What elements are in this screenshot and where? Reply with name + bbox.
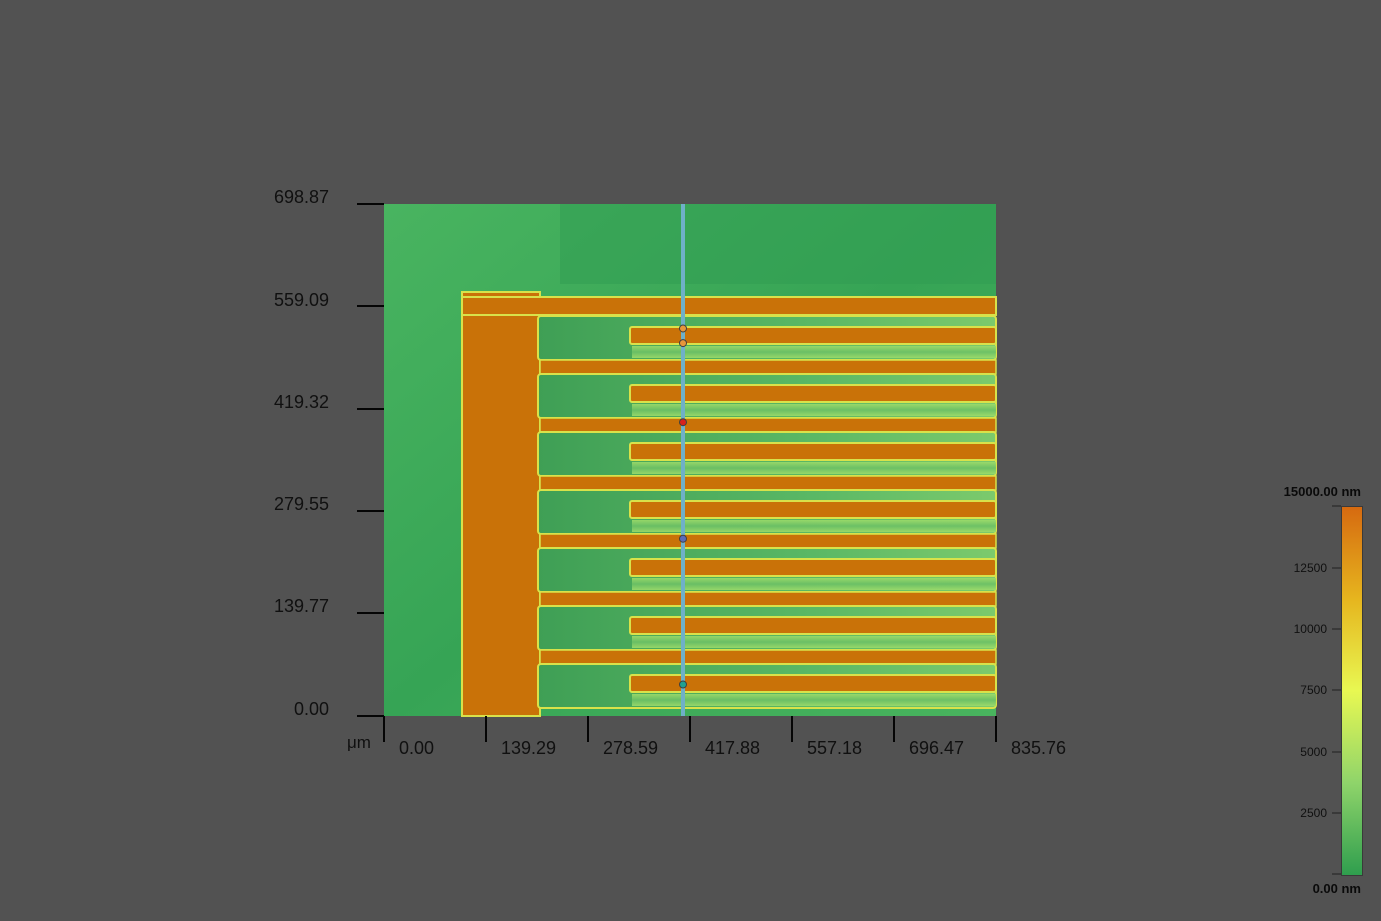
profile-line-group[interactable] <box>679 204 687 716</box>
bus-finger-4 <box>539 591 997 607</box>
finger-gap-2 <box>632 462 996 474</box>
color-scale-tick-10000: 10000 <box>1293 622 1327 636</box>
finger-gap-3 <box>632 520 996 532</box>
finger-gap-5 <box>632 636 996 648</box>
x-tick-label-2: 278.59 <box>603 738 659 758</box>
y-tick-label-3: 419.32 <box>273 392 329 412</box>
height-map-image <box>384 204 997 717</box>
x-tick-label-0: 0.00 <box>399 738 435 758</box>
color-scale-ticks <box>1332 505 1341 875</box>
color-scale-bar <box>1341 506 1363 876</box>
electrode-top-bus <box>461 296 997 316</box>
y-tick-label-0: 0.00 <box>293 699 329 719</box>
finger-1 <box>629 384 997 403</box>
bus-finger-5 <box>539 649 997 665</box>
finger-6 <box>629 674 997 693</box>
marker-red[interactable] <box>679 418 687 427</box>
x-tick-label-3: 417.88 <box>705 738 761 758</box>
x-tick-label-5: 696.47 <box>909 738 965 758</box>
finger-4 <box>629 558 997 577</box>
bus-finger-1 <box>539 417 997 433</box>
bus-finger-0 <box>539 359 997 375</box>
axes <box>357 203 997 742</box>
x-tick-label-4: 557.18 <box>807 738 863 758</box>
y-tick-label-2: 279.55 <box>273 494 329 514</box>
x-tick-label-1: 139.29 <box>501 738 557 758</box>
color-scale-min-label: 0.00 nm <box>1312 881 1361 896</box>
marker-teal[interactable] <box>679 680 687 689</box>
marker-orange-1[interactable] <box>679 324 687 333</box>
color-scale-tick-7500: 7500 <box>1300 683 1327 697</box>
finger-gap-4 <box>632 578 996 590</box>
y-tick-label-1: 139.77 <box>273 596 329 616</box>
finger-gap-6 <box>632 694 996 706</box>
color-scale-tick-2500: 2500 <box>1300 806 1327 820</box>
finger-2 <box>629 442 997 461</box>
y-tick-label-5: 698.87 <box>273 187 329 207</box>
bus-finger-3 <box>539 533 997 549</box>
color-scale-tick-5000: 5000 <box>1300 745 1327 759</box>
color-scale-max-label: 15000.00 nm <box>1283 484 1361 499</box>
finger-0 <box>629 326 997 345</box>
y-tick-label-4: 559.09 <box>273 290 329 310</box>
marker-orange-2[interactable] <box>679 339 687 348</box>
finger-3 <box>629 500 997 519</box>
substrate-shade <box>560 204 996 284</box>
axis-unit-label: μm <box>347 733 371 752</box>
bus-finger-2 <box>539 475 997 491</box>
electrode-bus <box>461 291 541 717</box>
finger-5 <box>629 616 997 635</box>
finger-gap-0 <box>632 346 996 358</box>
x-tick-label-6: 835.76 <box>1011 738 1067 758</box>
finger-gap-1 <box>632 404 996 416</box>
marker-blue[interactable] <box>679 534 687 543</box>
color-scale-tick-12500: 12500 <box>1293 561 1327 575</box>
